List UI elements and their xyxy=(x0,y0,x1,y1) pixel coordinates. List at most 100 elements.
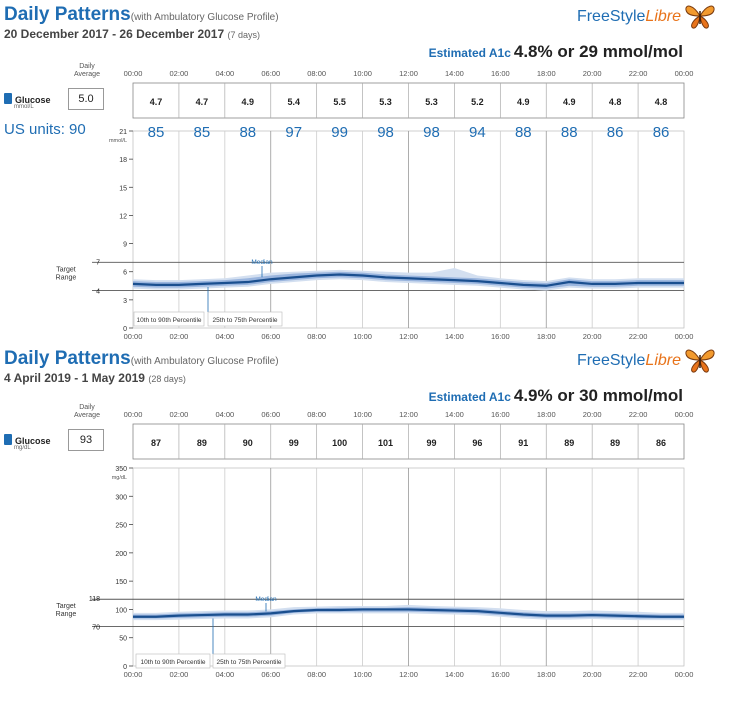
daily-average-value: 93 xyxy=(68,429,104,451)
x-tick-label-top: 12:00 xyxy=(399,410,418,419)
freestyle-libre-logo: FreeStyleLibre xyxy=(576,352,681,369)
glucose-meter-icon xyxy=(4,434,12,445)
x-tick-label-top: 04:00 xyxy=(215,410,234,419)
y-tick-label: 200 xyxy=(115,551,127,558)
us-unit-value: 88 xyxy=(561,124,578,141)
bin-average-label: 4.7 xyxy=(150,97,163,107)
bin-average-label: 4.9 xyxy=(242,97,255,107)
estimated-a1c: Estimated A1c 4.8% or 29 mmol/mol xyxy=(428,42,683,61)
day-count: (28 days) xyxy=(148,374,186,384)
agp-chart: 00:00 02:00 04:00 06:00 08:00 10:00 12:00 14:00… xyxy=(56,410,694,679)
percentile-10-90-box xyxy=(133,311,205,327)
bin-average-label: 5.4 xyxy=(287,97,300,107)
x-tick-label-top: 02:00 xyxy=(170,410,189,419)
x-tick-label-top: 22:00 xyxy=(629,410,648,419)
x-tick-label-bottom: 22:00 xyxy=(629,332,648,341)
freestyle-libre-logo: FreeStyleLibre xyxy=(576,8,681,25)
x-tick-label-top: 16:00 xyxy=(491,69,510,78)
x-tick-label-bottom: 20:00 xyxy=(583,332,602,341)
bin-average-label: 5.5 xyxy=(333,97,346,107)
panel-title: Daily Patterns(with Ambulatory Glucose P… xyxy=(4,348,279,369)
estimated-a1c: Estimated A1c 4.9% or 30 mmol/mol xyxy=(428,386,683,405)
day-count: (7 days) xyxy=(227,30,261,40)
bin-average-label: 89 xyxy=(564,438,574,448)
y-tick-label: 350 xyxy=(115,466,127,473)
bin-average-label: 4.9 xyxy=(563,97,576,107)
bin-average-label: 89 xyxy=(197,438,207,448)
us-unit-value: 99 xyxy=(331,124,348,141)
band-25-75-percentile xyxy=(133,271,684,289)
us-unit-value: 98 xyxy=(423,124,440,141)
bin-average-label: 99 xyxy=(426,438,436,448)
x-tick-label-bottom: 12:00 xyxy=(399,332,418,341)
bin-average-label: 5.3 xyxy=(379,97,392,107)
percentile-25-75-box xyxy=(212,653,286,669)
x-tick-label-top: 10:00 xyxy=(353,410,372,419)
x-tick-label-bottom: 18:00 xyxy=(537,670,556,679)
bin-average-label: 96 xyxy=(472,438,482,448)
bin-average-label: 4.7 xyxy=(196,97,209,107)
median-annotation-label: Median xyxy=(251,259,273,266)
bin-average-label: 100 xyxy=(332,438,347,448)
y-unit-label: mmol/L xyxy=(109,138,127,144)
percentile-10-90-box xyxy=(135,653,211,669)
x-tick-label-top: 18:00 xyxy=(537,69,556,78)
y-tick-label: 0 xyxy=(123,326,127,333)
panel-subtitle: (with Ambulatory Glucose Profile) xyxy=(130,356,279,367)
daily-patterns-panel-2019: Daily Patterns(with Ambulatory Glucose P… xyxy=(0,344,741,704)
glucose-meter-icon xyxy=(4,93,12,104)
us-unit-value: 88 xyxy=(239,124,256,141)
x-tick-label-bottom: 16:00 xyxy=(491,670,510,679)
percentile-10-90-label: 10th to 90th Percentile xyxy=(140,659,205,666)
glucose-unit: mmol/L xyxy=(14,104,34,110)
a1c-value: 4.8% or 29 mmol/mol xyxy=(513,42,683,61)
bin-average-label: 86 xyxy=(656,438,666,448)
us-unit-value: 85 xyxy=(148,124,165,141)
y-tick-label: 50 xyxy=(119,636,127,643)
bin-average-label: 101 xyxy=(378,438,393,448)
x-tick-label-bottom: 02:00 xyxy=(170,670,189,679)
y-tick-label: 6 xyxy=(123,270,127,277)
x-tick-label-top: 20:00 xyxy=(583,410,602,419)
butterfly-icon xyxy=(685,5,715,29)
bin-average-label: 89 xyxy=(610,438,620,448)
bin-average-label: 91 xyxy=(518,438,528,448)
x-tick-label-bottom: 16:00 xyxy=(491,332,510,341)
x-tick-label-bottom: 22:00 xyxy=(629,670,648,679)
y-tick-label: 300 xyxy=(115,494,127,501)
percentile-25-75-label: 25th to 75th Percentile xyxy=(216,659,281,666)
median-line xyxy=(133,608,684,618)
x-tick-label-top: 14:00 xyxy=(445,410,464,419)
x-tick-label-top: 08:00 xyxy=(307,410,326,419)
bin-average-label: 5.2 xyxy=(471,97,484,107)
x-tick-label-bottom: 14:00 xyxy=(445,332,464,341)
target-range-label: Target xyxy=(56,266,76,273)
bin-average-label: 4.8 xyxy=(609,97,622,107)
daily-patterns-panel-2017: Daily Patterns(with Ambulatory Glucose P… xyxy=(0,0,741,342)
us-unit-value: 98 xyxy=(377,124,394,141)
percentile-25-75-label: 25th to 75th Percentile xyxy=(212,317,277,324)
x-tick-label-bottom: 00:00 xyxy=(124,332,143,341)
bin-average-label: 4.9 xyxy=(517,97,530,107)
x-tick-label-bottom: 14:00 xyxy=(445,670,464,679)
y-tick-label: 250 xyxy=(115,523,127,530)
bin-average-label: 99 xyxy=(289,438,299,448)
x-tick-label-bottom: 04:00 xyxy=(215,670,234,679)
y-tick-label: 3 xyxy=(123,298,127,305)
x-tick-label-top: 00:00 xyxy=(675,69,694,78)
x-tick-label-bottom: 06:00 xyxy=(261,670,280,679)
glucose-label: Glucose xyxy=(4,93,51,105)
median-line xyxy=(132,273,684,287)
x-tick-label-top: 00:00 xyxy=(124,69,143,78)
x-tick-label-bottom: 02:00 xyxy=(170,332,189,341)
y-tick-label: 18 xyxy=(119,157,127,164)
date-range: 20 December 2017 - 26 December 2017 (7 d… xyxy=(4,27,261,41)
x-tick-label-top: 12:00 xyxy=(399,69,418,78)
y-tick-label: 12 xyxy=(119,213,127,220)
date-range: 4 April 2019 - 1 May 2019 (28 days) xyxy=(4,371,186,385)
percentile-10-90-label: 10th to 90th Percentile xyxy=(136,317,201,324)
glucose-unit: mg/dL xyxy=(14,445,31,451)
us-unit-value: 86 xyxy=(607,124,624,141)
glucose-label: Glucose xyxy=(4,434,51,446)
y-tick-label: 100 xyxy=(115,607,127,614)
